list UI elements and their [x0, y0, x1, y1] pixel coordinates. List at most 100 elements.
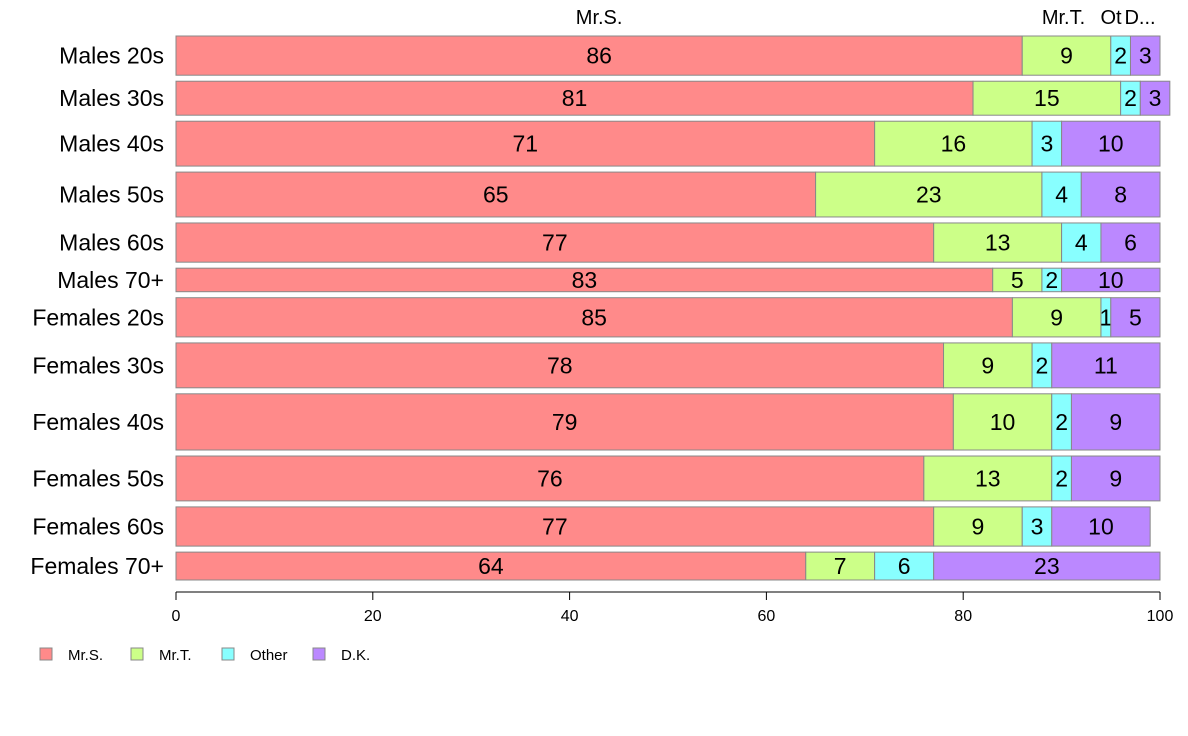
data-label-d-k-females-70plus: 23: [1034, 553, 1060, 579]
data-label-mr-s-males-70plus: 83: [572, 267, 598, 293]
data-label-mr-s-females-40s: 79: [552, 409, 578, 435]
bar-mr-t-females-40s: [952, 393, 1053, 451]
legend-label-other: Other: [250, 647, 288, 664]
top-series-labels: Mr.S. Mr.T. Ot D...: [576, 7, 1156, 29]
bar-mr-s-females-30s: [175, 342, 945, 389]
top-label-mr-s: Mr.S.: [576, 7, 623, 29]
bar-mr-t-males-40s: [874, 120, 1033, 167]
legend-item-mr-s: Mr.S.: [39, 647, 103, 664]
bar-d-k-females-50s: [1070, 455, 1161, 502]
data-label-mr-s-males-50s: 65: [483, 182, 509, 208]
data-label-mr-s-males-20s: 86: [586, 43, 612, 69]
data-label-d-k-males-40s: 10: [1098, 131, 1124, 157]
bar-mr-t-females-30s: [943, 342, 1033, 389]
data-label-d-k-males-20s: 3: [1139, 43, 1152, 69]
data-label-d-k-females-60s: 10: [1088, 514, 1114, 540]
x-tick-label-60: 60: [758, 608, 776, 625]
x-tick-label-20: 20: [364, 608, 382, 625]
bar-other-males-60s: [1061, 222, 1102, 263]
x-axis: 0 20 40 60 80 100: [172, 591, 1174, 625]
data-label-mr-s-females-70plus: 64: [478, 553, 504, 579]
bar-d-k-females-30s: [1051, 342, 1161, 389]
data-label-mr-s-females-20s: 85: [581, 304, 607, 330]
data-label-mr-s-males-30s: 81: [562, 85, 588, 111]
data-label-other-females-70plus: 6: [898, 553, 911, 579]
bar-other-females-60s: [1021, 506, 1053, 547]
bar-other-males-50s: [1041, 171, 1082, 218]
data-label-d-k-females-50s: 9: [1109, 465, 1122, 491]
bar-mr-s-males-20s: [175, 35, 1023, 76]
data-label-mr-s-females-50s: 76: [537, 465, 563, 491]
data-label-mr-t-males-60s: 13: [985, 230, 1011, 256]
category-label-females-50s: Females 50s: [32, 465, 164, 491]
category-label-males-20s: Males 20s: [59, 43, 164, 69]
category-label-males-70plus: Males 70+: [57, 267, 164, 293]
bar-other-males-40s: [1031, 120, 1063, 167]
data-label-mr-t-females-70plus: 7: [834, 553, 847, 579]
x-tick-label-0: 0: [172, 608, 181, 625]
data-label-other-females-20s: 1: [1099, 304, 1112, 330]
data-label-d-k-females-30s: 11: [1094, 352, 1118, 378]
data-label-mr-t-females-30s: 9: [981, 352, 994, 378]
bar-row-females-60s: 77 9 3 10: [175, 506, 1151, 547]
bar-row-females-20s: 85 9 1 5: [175, 297, 1161, 338]
bar-mr-t-females-20s: [1011, 297, 1102, 338]
category-label-males-30s: Males 30s: [59, 85, 164, 111]
data-label-d-k-males-60s: 6: [1124, 230, 1137, 256]
data-label-mr-t-males-50s: 23: [916, 182, 942, 208]
data-label-mr-t-males-40s: 16: [941, 131, 967, 157]
data-label-mr-t-females-60s: 9: [972, 514, 985, 540]
category-label-females-40s: Females 40s: [32, 409, 164, 435]
data-label-other-males-50s: 4: [1055, 182, 1068, 208]
data-label-mr-t-males-20s: 9: [1060, 43, 1073, 69]
data-label-mr-t-females-50s: 13: [975, 465, 1001, 491]
data-label-d-k-males-50s: 8: [1114, 182, 1127, 208]
bar-d-k-females-70plus: [933, 551, 1161, 581]
data-label-other-females-50s: 2: [1055, 465, 1068, 491]
x-tick-label-40: 40: [561, 608, 579, 625]
top-label-ot: Ot: [1100, 7, 1122, 29]
legend-label-mr-t: Mr.T.: [159, 647, 192, 664]
bar-row-males-50s: 65 23 4 8: [175, 171, 1161, 218]
top-label-d: D...: [1124, 7, 1155, 29]
legend-swatch-mr-t: [130, 647, 144, 661]
data-label-mr-t-males-30s: 15: [1034, 85, 1060, 111]
category-label-females-20s: Females 20s: [32, 304, 164, 330]
bar-d-k-males-70plus: [1061, 267, 1161, 293]
category-label-females-70plus: Females 70+: [30, 553, 164, 579]
legend-item-other: Other: [221, 647, 288, 664]
bar-row-males-60s: 77 13 4 6: [175, 222, 1161, 263]
category-label-males-60s: Males 60s: [59, 230, 164, 256]
bar-mr-s-females-60s: [175, 506, 935, 547]
data-label-other-males-70plus: 2: [1045, 267, 1058, 293]
x-tick-label-80: 80: [954, 608, 972, 625]
legend-label-d-k: D.K.: [341, 647, 370, 664]
bar-d-k-females-60s: [1051, 506, 1151, 547]
legend-swatch-mr-s: [39, 647, 53, 661]
data-label-other-males-30s: 2: [1124, 85, 1137, 111]
data-label-mr-t-females-40s: 10: [990, 409, 1016, 435]
data-label-other-males-20s: 2: [1114, 43, 1127, 69]
bar-row-females-50s: 76 13 2 9: [175, 455, 1161, 502]
bar-mr-s-females-70plus: [175, 551, 807, 581]
category-label-females-60s: Females 60s: [32, 514, 164, 540]
data-label-other-females-60s: 3: [1031, 514, 1044, 540]
bar-d-k-females-40s: [1070, 393, 1161, 451]
data-label-mr-s-males-60s: 77: [542, 230, 568, 256]
bar-mr-s-males-50s: [175, 171, 817, 218]
bar-mr-t-males-30s: [972, 80, 1122, 116]
data-label-mr-s-females-60s: 77: [542, 514, 568, 540]
bar-d-k-males-50s: [1080, 171, 1161, 218]
data-label-other-males-40s: 3: [1040, 131, 1053, 157]
x-tick-label-100: 100: [1147, 608, 1174, 625]
bar-row-females-40s: 79 10 2 9: [175, 393, 1161, 451]
bar-row-males-70plus: 83 5 2 10: [175, 267, 1161, 293]
bar-row-males-30s: 81 15 2 3: [175, 80, 1171, 116]
bar-d-k-females-20s: [1110, 297, 1161, 338]
category-label-males-50s: Males 50s: [59, 182, 164, 208]
legend-item-d-k: D.K.: [312, 647, 370, 664]
bar-row-females-70plus: 64 7 6 23: [175, 551, 1161, 581]
bar-d-k-males-60s: [1100, 222, 1161, 263]
